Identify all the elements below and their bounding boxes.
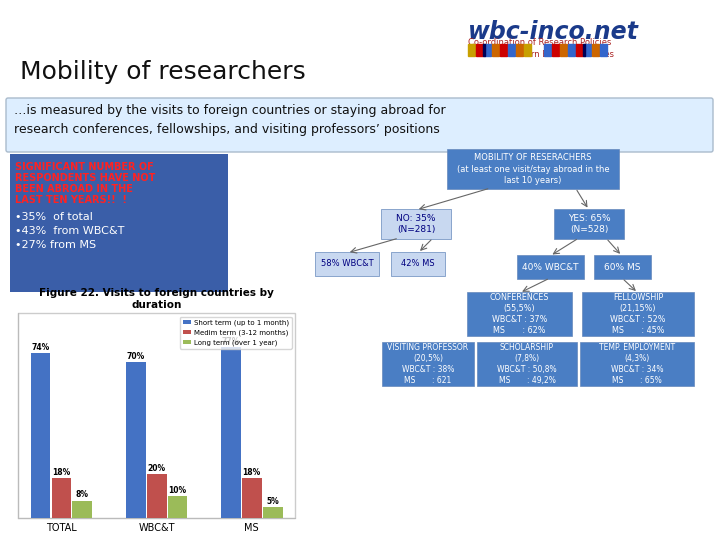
Title: Figure 22. Visits to foreign countries by
duration: Figure 22. Visits to foreign countries b… (39, 288, 274, 309)
Text: SCHOLARSHIP
(7,8%)
WBC&T : 50,8%
MS       : 49,2%: SCHOLARSHIP (7,8%) WBC&T : 50,8% MS : 49… (498, 343, 557, 385)
Bar (147, 474, 166, 518)
Text: 40% WBC&T: 40% WBC&T (522, 262, 579, 272)
Bar (524, 44, 531, 56)
Text: …is measured by the visits to foreign countries or staying abroad for
research c: …is measured by the visits to foreign co… (14, 104, 446, 136)
Text: BEEN ABROAD IN THE: BEEN ABROAD IN THE (15, 184, 133, 194)
Text: 18%: 18% (53, 468, 71, 477)
Text: 8%: 8% (76, 490, 89, 500)
FancyBboxPatch shape (391, 252, 445, 276)
Text: •43%  from WBC&T: •43% from WBC&T (15, 226, 125, 236)
Bar (468, 44, 475, 56)
Text: 70%: 70% (127, 352, 145, 361)
FancyBboxPatch shape (381, 209, 451, 239)
Bar (592, 44, 599, 56)
FancyBboxPatch shape (580, 342, 694, 386)
Bar (568, 44, 575, 56)
Text: YES: 65%
(N=528): YES: 65% (N=528) (567, 214, 611, 234)
Bar (483, 44, 485, 56)
FancyBboxPatch shape (594, 255, 651, 279)
Text: 5%: 5% (266, 497, 279, 506)
Bar (560, 44, 567, 56)
Text: 42% MS: 42% MS (401, 260, 435, 268)
Bar (600, 44, 607, 56)
Bar (552, 44, 559, 56)
Bar (484, 44, 491, 56)
Bar (126, 362, 145, 518)
Text: Mobility of researchers: Mobility of researchers (20, 60, 306, 84)
FancyBboxPatch shape (447, 149, 619, 189)
Bar (476, 44, 483, 56)
Text: 10%: 10% (168, 486, 186, 495)
Text: RESPONDENTS HAVE NOT: RESPONDENTS HAVE NOT (15, 173, 156, 183)
Text: NO: 35%
(N=281): NO: 35% (N=281) (396, 214, 436, 234)
Text: LAST TEN YEARS!!  !: LAST TEN YEARS!! ! (15, 195, 127, 205)
Text: 77%: 77% (222, 336, 240, 346)
Text: 58% WBC&T: 58% WBC&T (320, 260, 373, 268)
FancyBboxPatch shape (582, 292, 694, 336)
Text: FELLOWSHIP
(21,15%)
WBC&T : 52%
MS       : 45%: FELLOWSHIP (21,15%) WBC&T : 52% MS : 45% (611, 293, 666, 335)
FancyBboxPatch shape (315, 252, 379, 276)
Bar (221, 347, 240, 518)
Text: Co-ordination of Research Policies
with the Western Balkan Countries: Co-ordination of Research Policies with … (468, 38, 614, 59)
Bar (583, 44, 585, 56)
FancyBboxPatch shape (554, 209, 624, 239)
Bar (31, 353, 50, 518)
Text: CONFERENCES
(55,5%)
WBC&T : 37%
MS       : 62%: CONFERENCES (55,5%) WBC&T : 37% MS : 62% (490, 293, 549, 335)
FancyBboxPatch shape (10, 154, 228, 292)
Bar (492, 44, 499, 56)
Text: wbc-inco.net: wbc-inco.net (468, 20, 639, 44)
Bar (242, 478, 261, 518)
Legend: Short term (up to 1 month), Medim term (3-12 months), Long term (over 1 year): Short term (up to 1 month), Medim term (… (180, 316, 292, 349)
FancyBboxPatch shape (6, 98, 713, 152)
Text: SIGNIFICANT NUMBER OF: SIGNIFICANT NUMBER OF (15, 162, 154, 172)
Bar (544, 44, 551, 56)
Bar (500, 44, 507, 56)
Bar (52, 478, 71, 518)
Bar (516, 44, 523, 56)
Bar (168, 496, 187, 518)
FancyBboxPatch shape (477, 342, 577, 386)
Text: VISITING PROFESSOR
(20,5%)
WBC&T : 38%
MS       : 621: VISITING PROFESSOR (20,5%) WBC&T : 38% M… (387, 343, 469, 385)
FancyBboxPatch shape (467, 292, 572, 336)
Text: TEMP. EMPLOYMENT
(4,3%)
WBC&T : 34%
MS       : 65%: TEMP. EMPLOYMENT (4,3%) WBC&T : 34% MS :… (599, 343, 675, 385)
Text: 74%: 74% (32, 343, 50, 352)
Text: •27% from MS: •27% from MS (15, 240, 96, 250)
FancyBboxPatch shape (517, 255, 584, 279)
Bar (584, 44, 591, 56)
Bar (263, 507, 283, 518)
Text: 60% MS: 60% MS (604, 262, 641, 272)
Bar (73, 501, 92, 518)
Text: •35%  of total: •35% of total (15, 212, 93, 222)
Text: MOBILITY OF RESERACHERS
(at least one visit/stay abroad in the
last 10 years): MOBILITY OF RESERACHERS (at least one vi… (456, 153, 609, 185)
FancyBboxPatch shape (382, 342, 474, 386)
Bar (508, 44, 515, 56)
Bar (576, 44, 583, 56)
Text: 20%: 20% (148, 464, 166, 472)
Text: 18%: 18% (243, 468, 261, 477)
